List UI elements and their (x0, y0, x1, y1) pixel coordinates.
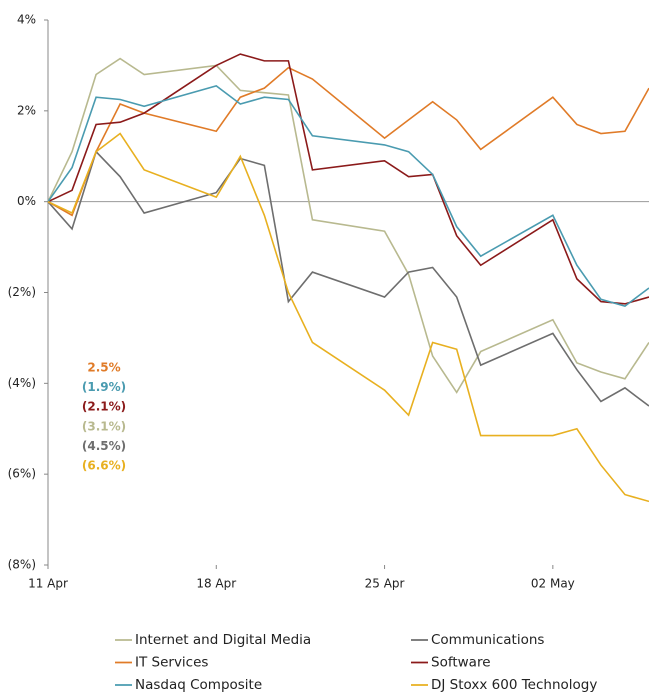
legend-label: DJ Stoxx 600 Technology (431, 677, 597, 693)
value-label: (4.5%) (82, 439, 126, 453)
y-tick-label: (4%) (8, 376, 36, 390)
legend-label: Software (431, 655, 491, 671)
legend-label: Internet and Digital Media (135, 632, 311, 648)
x-tick-label: 11 Apr (28, 577, 68, 591)
value-label: (2.1%) (82, 400, 126, 414)
legend-label: Nasdaq Composite (135, 677, 262, 693)
y-tick-label: (6%) (8, 467, 36, 481)
legend-label: IT Services (135, 655, 208, 671)
value-label: (6.6%) (82, 459, 126, 473)
y-tick-label: (2%) (8, 285, 36, 299)
y-tick-label: 2% (17, 103, 36, 117)
x-tick-label: 02 May (531, 577, 575, 591)
value-label: (3.1%) (82, 419, 126, 433)
series-line (47, 84, 649, 308)
x-tick-label: 25 Apr (365, 577, 405, 591)
series-line (47, 53, 649, 305)
value-label: 2.5% (87, 361, 120, 375)
value-label: (1.9%) (82, 380, 126, 394)
y-tick-label: 0% (17, 194, 36, 208)
x-tick-label: 18 Apr (196, 577, 236, 591)
series-line (47, 132, 649, 503)
series-line (47, 66, 649, 217)
y-tick-label: (8%) (8, 558, 36, 572)
y-tick-label: 4% (17, 13, 36, 27)
legend-label: Communications (431, 632, 544, 648)
series-line (47, 57, 649, 394)
series-line (47, 150, 649, 407)
